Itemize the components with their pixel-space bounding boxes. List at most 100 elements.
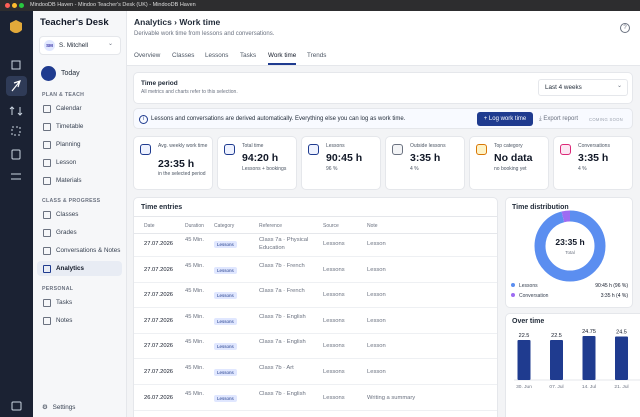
entries-title: Time entries <box>141 204 183 211</box>
table-cell: Lessons <box>323 343 345 350</box>
column-header: Duration <box>185 223 204 229</box>
kpi-value: 23:35 h <box>158 158 195 170</box>
close-button[interactable] <box>5 3 10 8</box>
zoom-button[interactable] <box>19 3 24 8</box>
table-cell: 27.07.2026 <box>144 343 174 350</box>
period-title: Time period <box>141 80 178 87</box>
nav-icon <box>43 247 51 255</box>
table-cell: 27.07.2026 <box>144 369 174 375</box>
export-button[interactable]: ⤓ Export report <box>539 116 579 122</box>
dashboard-icon[interactable] <box>11 60 21 70</box>
kpi-value: 94:20 h <box>242 152 279 164</box>
x-tick-label: 14. Jul <box>582 384 596 390</box>
tab[interactable]: Lessons <box>205 52 229 59</box>
tab[interactable]: Tasks <box>240 52 257 59</box>
header <box>127 11 640 66</box>
nav-item[interactable]: Planning <box>56 141 81 148</box>
minimize-button[interactable] <box>12 3 17 8</box>
table-cell: Lesson <box>367 343 386 350</box>
bar <box>582 336 596 380</box>
category-badge: Lessons <box>214 292 237 300</box>
column-header: Date <box>144 223 155 229</box>
title-bar: MindooDB Haven - Mindoo Teacher's Desk (… <box>0 0 640 11</box>
legend-dot <box>511 283 515 287</box>
period-select[interactable]: Last 4 weeks ⌄ <box>538 79 628 96</box>
bar-value-label: 22.5 <box>519 333 530 339</box>
x-tick-label: 30. Jun <box>516 384 532 390</box>
table-cell: 45 Min. <box>185 237 205 243</box>
settings-link[interactable]: ⚙ Settings <box>42 404 76 411</box>
tab[interactable]: Overview <box>134 52 161 59</box>
help-button[interactable]: ? <box>620 23 630 33</box>
tab[interactable]: Work time <box>268 52 297 59</box>
tab[interactable]: Classes <box>172 52 195 59</box>
kpi-value: 90:45 h <box>326 152 363 164</box>
nav-icon <box>43 229 51 237</box>
kpi-card: Outside lessons 3:35 h 4 % <box>385 136 465 190</box>
x-tick-label: 21. Jul <box>614 384 628 390</box>
nav-item[interactable]: Conversations & Notes <box>56 247 121 254</box>
table-cell: Class 7a · Physical Education <box>259 237 309 251</box>
divider <box>134 233 497 234</box>
column-header: Reference <box>259 223 283 229</box>
table-cell: 45 Min. <box>185 262 205 269</box>
today-link[interactable]: Today <box>61 70 80 77</box>
kpi-sub: 4 % <box>410 166 419 172</box>
nav-item[interactable]: Calendar <box>56 105 82 112</box>
bar <box>615 336 628 380</box>
table-cell: Lessons <box>323 369 345 375</box>
entries-card: Time entries Date Duration Category Referen… <box>133 197 498 417</box>
bar-value-label: 24.5 <box>616 329 627 335</box>
table-cell: Class 7b · Art <box>259 365 294 371</box>
nav-item[interactable]: Timetable <box>56 123 84 130</box>
kpi-sub: no booking yet <box>494 166 527 172</box>
nav-item[interactable]: Tasks <box>56 299 73 306</box>
user-name: S. Mitchell <box>59 42 89 49</box>
table-cell: Class 7b · English <box>259 390 306 397</box>
row-divider <box>134 307 497 309</box>
tab[interactable]: Trends <box>307 52 327 59</box>
kpi-sub: in the selected period <box>158 171 206 177</box>
app-logo <box>10 20 22 33</box>
period-selected: Last 4 weeks <box>545 84 582 91</box>
table-cell: Lessons <box>323 266 345 273</box>
legend-value: 90:45 h (96 %) <box>595 283 628 289</box>
kpi-value: 3:35 h <box>578 152 609 164</box>
nav-item[interactable]: Notes <box>56 317 73 324</box>
legend-dot <box>511 293 515 297</box>
log-button[interactable]: + Log work time <box>477 112 533 126</box>
icon-rail <box>0 11 33 417</box>
table-cell: Lesson <box>367 369 386 375</box>
kpi-icon <box>308 144 319 155</box>
kpi-card: Top category No data no booking yet <box>469 136 549 190</box>
kpi-icon <box>140 144 151 155</box>
table-cell: 27.07.2026 <box>144 292 174 299</box>
sidebar-toggle-icon[interactable] <box>11 401 22 411</box>
table-cell: 45 Min. <box>185 313 205 320</box>
nav-item[interactable]: Materials <box>56 177 82 184</box>
kpi-icon <box>392 144 403 155</box>
row-divider <box>134 409 497 411</box>
user-select[interactable]: SM S. Mitchell ⌄ <box>39 36 121 55</box>
kpi-sub: 4 % <box>578 166 587 172</box>
filter-icon[interactable] <box>11 173 21 180</box>
table-cell: Lesson <box>367 317 386 324</box>
export-label: Export report <box>543 116 579 122</box>
launch-icon[interactable] <box>11 80 21 92</box>
kpi-label: Top category <box>494 143 523 149</box>
category-badge: Lessons <box>214 241 237 248</box>
nav-section-title: PERSONAL <box>42 286 74 292</box>
kpi-sub: Lessons + bookings <box>242 166 287 172</box>
table-cell: Class 7b · French <box>259 262 305 269</box>
nav-item[interactable]: Lesson <box>56 159 77 166</box>
kpi-icon <box>476 144 487 155</box>
row-divider <box>134 358 497 360</box>
nav-item[interactable]: Classes <box>56 211 79 218</box>
calendar-icon[interactable] <box>11 149 21 160</box>
scan-icon[interactable] <box>11 126 21 136</box>
divider <box>134 216 497 217</box>
nav-item[interactable]: Grades <box>56 229 77 236</box>
nav-item[interactable]: Analytics <box>56 265 84 272</box>
sync-icon[interactable] <box>9 106 23 116</box>
